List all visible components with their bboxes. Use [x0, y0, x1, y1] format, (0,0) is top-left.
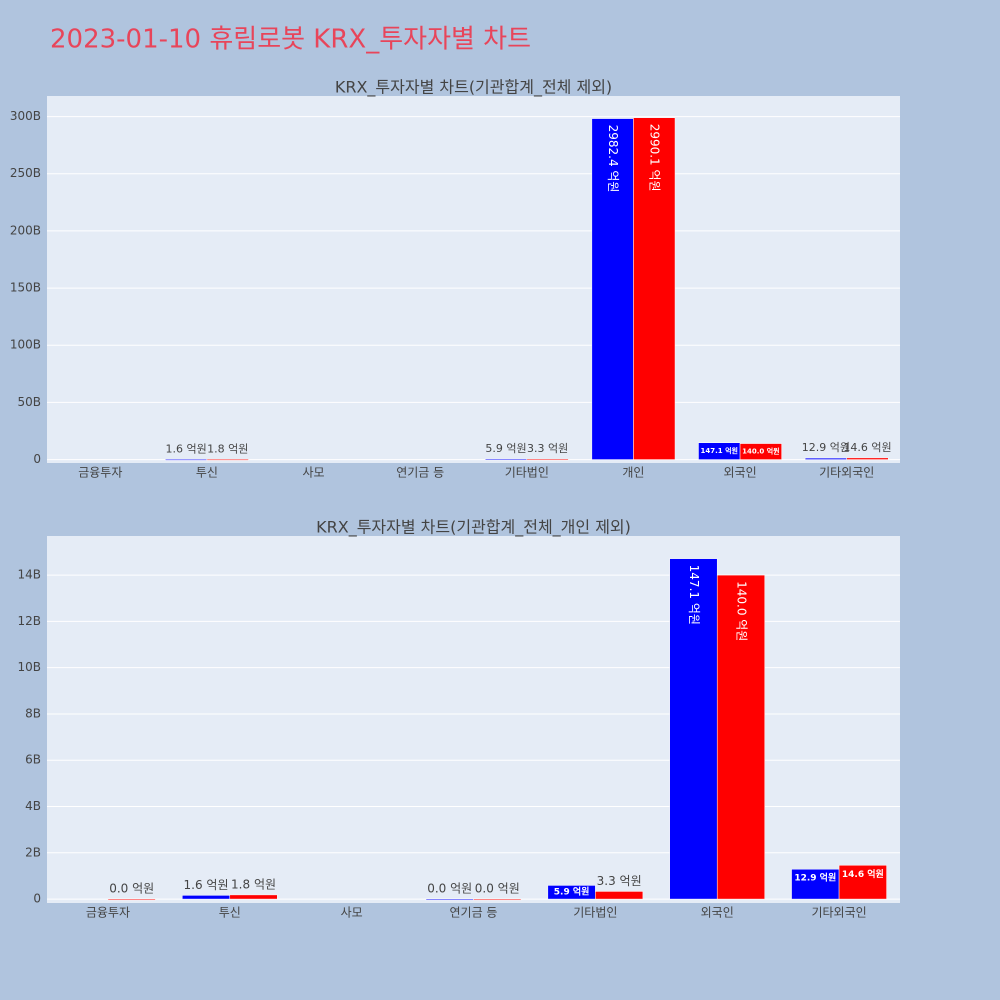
y-tick-label: 0	[33, 892, 41, 906]
page-title: 2023-01-10 휴림로봇 KRX_투자자별 차트	[50, 25, 531, 55]
x-tick-label: 기타외국인	[811, 906, 866, 920]
x-tick-label: 사모	[303, 466, 325, 480]
x-tick-label: 금융투자	[86, 906, 130, 920]
y-tick-label: 0	[33, 452, 41, 466]
value-label: 3.3 억원	[527, 442, 568, 455]
y-tick-label: 14B	[17, 568, 41, 582]
x-tick-label: 투신	[196, 466, 218, 480]
chart-title: KRX_투자자별 차트(기관합계_전체_개인 제외)	[316, 518, 631, 538]
bar	[425, 898, 474, 901]
bar	[716, 574, 765, 900]
x-tick-label: 연기금 등	[396, 466, 444, 480]
value-label: 140.0 억원	[734, 581, 748, 641]
bar	[838, 865, 887, 900]
y-tick-label: 6B	[25, 753, 41, 767]
y-tick-label: 12B	[17, 614, 41, 628]
plot-area	[47, 536, 900, 903]
value-label: 1.8 억원	[231, 877, 276, 891]
x-tick-label: 기타법인	[573, 906, 617, 920]
bar	[473, 898, 522, 901]
bar	[739, 443, 782, 460]
y-tick-label: 300B	[10, 109, 41, 123]
x-tick-label: 외국인	[701, 906, 734, 920]
value-label: 14.6 억원	[843, 441, 891, 454]
chart-title: KRX_투자자별 차트(기관합계_전체 제외)	[335, 78, 612, 98]
x-tick-label: 사모	[341, 906, 363, 920]
value-label: 140.0 억원	[742, 447, 779, 456]
bar	[669, 558, 718, 900]
bar	[633, 117, 676, 460]
bar	[206, 459, 249, 461]
bar	[591, 118, 634, 460]
bar	[484, 458, 528, 461]
value-label: 5.9 억원	[554, 886, 590, 898]
x-tick-label: 개인	[622, 466, 644, 480]
y-tick-label: 8B	[25, 706, 41, 720]
y-tick-label: 50B	[17, 395, 41, 409]
y-tick-label: 200B	[10, 223, 41, 237]
x-tick-label: 외국인	[724, 466, 757, 480]
y-tick-label: 10B	[17, 660, 41, 674]
value-label: 147.1 억원	[687, 565, 701, 625]
value-label: 3.3 억원	[597, 874, 642, 888]
value-label: 14.6 억원	[842, 868, 884, 880]
value-label: 5.9 억원	[485, 442, 526, 455]
value-label: 1.6 억원	[184, 878, 229, 892]
bar	[526, 458, 569, 461]
x-tick-label: 금융투자	[78, 466, 122, 480]
value-label: 1.6 억원	[166, 442, 207, 455]
x-tick-label: 투신	[219, 906, 241, 920]
bar	[804, 457, 847, 460]
value-label: 12.9 억원	[802, 441, 850, 454]
bar	[182, 895, 231, 900]
value-label: 0.0 억원	[427, 882, 472, 896]
x-tick-label: 기타외국인	[819, 466, 874, 480]
value-label: 1.8 억원	[207, 442, 248, 455]
y-tick-label: 4B	[25, 799, 41, 813]
y-tick-label: 100B	[10, 338, 41, 352]
x-tick-label: 기타법인	[505, 466, 549, 480]
value-label: 0.0 억원	[109, 882, 154, 896]
value-label: 2990.1 억원	[648, 124, 662, 192]
bar	[107, 898, 156, 901]
value-label: 2982.4 억원	[606, 125, 620, 193]
y-tick-label: 2B	[25, 845, 41, 859]
plot-area	[47, 96, 900, 463]
x-tick-label: 연기금 등	[450, 906, 498, 920]
bar	[165, 459, 208, 461]
y-tick-label: 250B	[10, 166, 41, 180]
value-label: 147.1 억원	[701, 446, 738, 455]
bar	[846, 457, 889, 460]
value-label: 12.9 억원	[794, 872, 836, 884]
value-label: 0.0 억원	[475, 882, 520, 896]
y-tick-label: 150B	[10, 281, 41, 295]
bar	[229, 894, 278, 900]
bar	[595, 891, 644, 900]
